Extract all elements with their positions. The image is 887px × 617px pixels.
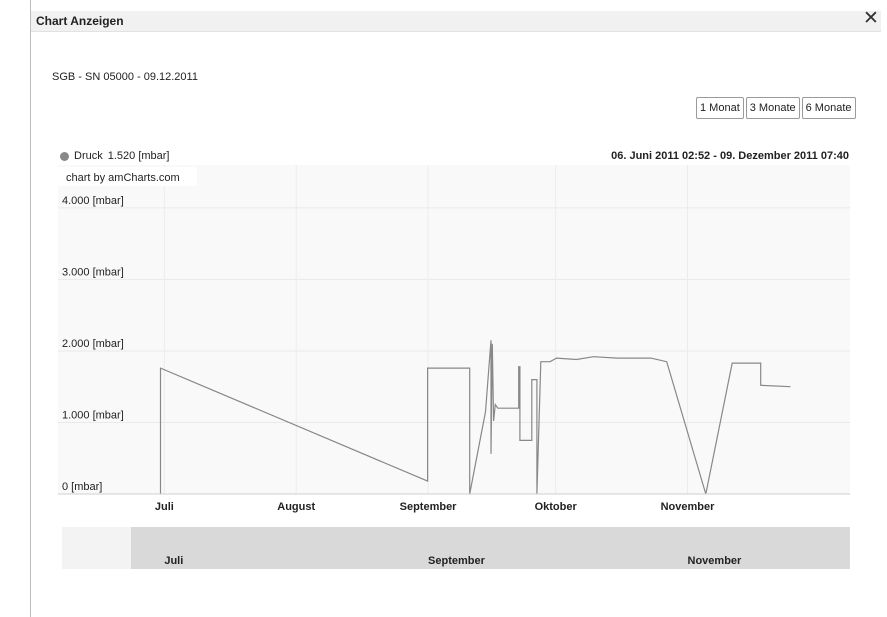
range-1-month-button[interactable]: 1 Monat — [696, 97, 744, 119]
y-tick-label-0: 0 [mbar] — [62, 481, 102, 493]
scrollbar-label-2: November — [688, 555, 743, 567]
y-axis-labels: 0 [mbar] 1.000 [mbar] 2.000 [mbar] 3.000 [m… — [62, 195, 124, 493]
scrollbar-label-0: Juli — [164, 555, 183, 567]
range-6-months-button[interactable]: 6 Monate — [801, 97, 856, 119]
x-tick-label-3: Oktober — [535, 501, 578, 513]
range-button-group: 1 Monat 3 Monate 6 Monate — [696, 97, 856, 119]
scrollbar-labels: Juli September November — [164, 555, 742, 567]
window-left-border — [30, 0, 31, 617]
dialog-titlebar: Chart Anzeigen ✕ — [31, 8, 881, 32]
close-icon[interactable]: ✕ — [863, 8, 879, 29]
legend-series-value: 1.520 [mbar] — [107, 150, 170, 162]
chart-date-range: 06. Juni 2011 02:52 - 09. Dezember 2011 … — [611, 150, 849, 162]
credit-box — [58, 167, 197, 186]
y-tick-label-3: 3.000 [mbar] — [62, 266, 124, 278]
x-tick-label-2: September — [400, 501, 458, 513]
y-tick-label-2: 2.000 [mbar] — [62, 338, 124, 350]
x-tick-label-1: August — [277, 501, 315, 513]
x-axis-labels: Juli August September Oktober November — [155, 501, 715, 513]
chart-subtitle: SGB - SN 05000 - 09.12.2011 — [52, 71, 198, 83]
y-tick-label-1: 1.000 [mbar] — [62, 409, 124, 421]
y-tick-label-4: 4.000 [mbar] — [62, 195, 124, 207]
scrollbar-selection[interactable] — [131, 527, 850, 569]
x-tick-label-0: Juli — [155, 501, 174, 513]
legend-series-name: Druck — [74, 150, 103, 162]
plot-background — [58, 165, 850, 494]
chart-legend[interactable]: Druck 1.520 [mbar] — [60, 150, 170, 162]
range-3-months-button[interactable]: 3 Monate — [745, 97, 800, 119]
legend-marker-icon — [60, 151, 69, 161]
chart-credit[interactable]: chart by amCharts.com — [66, 172, 180, 184]
horizontal-gridlines — [58, 207, 850, 423]
x-tick-label-4: November — [661, 501, 716, 513]
scrollbar-label-1: September — [428, 555, 486, 567]
dialog-title: Chart Anzeigen — [36, 14, 124, 28]
series-line-druck — [159, 340, 791, 495]
